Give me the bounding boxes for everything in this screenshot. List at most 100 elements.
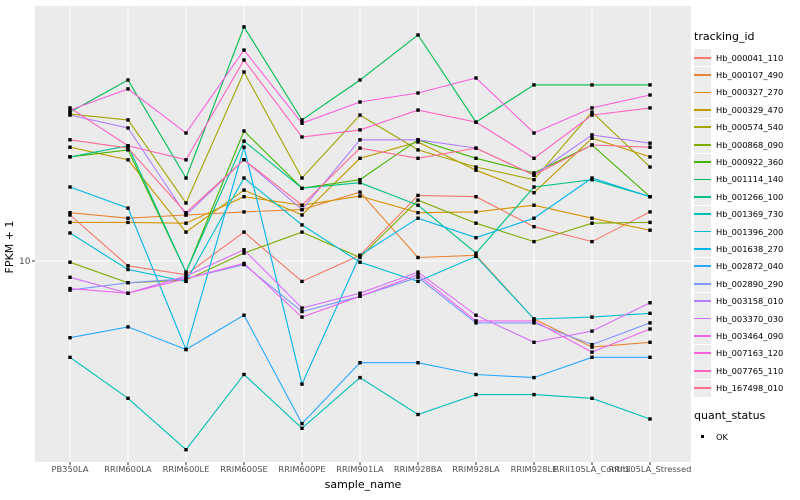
data-point [68, 138, 72, 142]
legend-key-swatch [694, 362, 711, 380]
legend-item: Hb_003370_030 [694, 310, 800, 328]
data-point [590, 345, 594, 349]
data-point [358, 190, 362, 194]
legend-line-icon [694, 248, 711, 250]
legend-item-label: Hb_007163_120 [716, 348, 784, 359]
legend-item-label: Hb_001266_100 [716, 191, 784, 202]
data-point [68, 108, 72, 112]
data-point [590, 106, 594, 110]
data-point [474, 120, 478, 124]
data-point [474, 76, 478, 80]
data-point [242, 261, 246, 266]
legend-item: Hb_001396_200 [694, 223, 800, 241]
data-point [532, 173, 536, 177]
data-point [68, 336, 72, 340]
legend-key-swatch [694, 310, 711, 328]
data-point [300, 135, 304, 139]
legend-item: Hb_000041_110 [694, 49, 800, 67]
data-point [532, 216, 536, 220]
data-point [300, 306, 304, 310]
data-point [532, 392, 536, 397]
data-point [474, 392, 478, 397]
data-point [184, 279, 188, 284]
data-point [126, 146, 130, 150]
data-point [300, 421, 304, 426]
legend-item-label: Hb_002890_290 [716, 278, 784, 289]
legend-item-label: Hb_000868_090 [716, 139, 784, 150]
data-point [300, 309, 304, 314]
data-point [184, 213, 188, 217]
legend-item-label: Hb_000107_490 [716, 70, 784, 81]
data-point [358, 181, 362, 185]
data-point [416, 148, 420, 152]
data-point [126, 396, 130, 400]
data-point [184, 270, 188, 274]
data-point [126, 206, 130, 210]
legend-key-swatch [694, 83, 711, 101]
legend-item: Hb_000574_540 [694, 118, 800, 136]
data-point [648, 220, 652, 225]
data-point [300, 121, 304, 125]
legend-line-icon [694, 161, 711, 163]
legend-line-icon [694, 126, 711, 129]
data-point [358, 128, 362, 132]
data-point [532, 319, 536, 323]
data-point [474, 146, 478, 150]
data-point [590, 133, 594, 137]
data-point [68, 211, 72, 215]
legend-key-swatch [694, 49, 711, 67]
legend-line-icon [694, 195, 711, 198]
x-tick-label: RRIM928LA [452, 464, 500, 474]
data-point [532, 239, 536, 244]
data-point [474, 210, 478, 214]
data-point [474, 221, 478, 225]
data-point [474, 251, 478, 255]
data-point [300, 426, 304, 430]
legend-item-label: Hb_003370_030 [716, 313, 784, 324]
data-point [474, 319, 478, 323]
data-point [242, 372, 246, 377]
data-point [532, 203, 536, 207]
data-point [532, 317, 536, 321]
data-point [126, 78, 130, 82]
data-point [68, 286, 72, 291]
legend-key-swatch [694, 292, 711, 310]
legend-item-label: Hb_001369_730 [716, 209, 784, 220]
y-axis-title: FPKM + 1 [3, 221, 16, 274]
data-point [242, 195, 246, 199]
data-point [242, 129, 246, 133]
legend-item: Hb_000327_270 [694, 83, 800, 101]
data-point [532, 156, 536, 160]
legend-item: Hb_000922_360 [694, 153, 800, 171]
legend-line-icon [694, 352, 711, 355]
data-point [416, 156, 420, 160]
legend-key-swatch [694, 136, 711, 154]
data-point [358, 194, 362, 198]
legend-item: Hb_000329_470 [694, 101, 800, 119]
legend-item: Hb_001114_140 [694, 170, 800, 188]
data-point [68, 231, 72, 235]
data-point [648, 355, 652, 359]
data-point [474, 168, 478, 172]
data-point [532, 225, 536, 229]
data-point [184, 158, 188, 162]
legend-line-icon [694, 230, 711, 233]
data-point [416, 270, 420, 274]
data-point [474, 195, 478, 199]
legend-item-label: Hb_007765_110 [716, 365, 784, 376]
data-point [416, 279, 420, 284]
data-point [184, 274, 188, 278]
data-point [532, 321, 536, 325]
data-point [68, 275, 72, 279]
data-point [126, 220, 130, 225]
data-point [358, 156, 362, 160]
data-point [648, 228, 652, 232]
data-point [648, 321, 652, 325]
data-point [648, 301, 652, 305]
data-point [590, 216, 594, 220]
legend-quant-title: quant_status [694, 408, 766, 422]
data-point [68, 355, 72, 359]
legend-item-label: Hb_001114_140 [716, 174, 784, 185]
